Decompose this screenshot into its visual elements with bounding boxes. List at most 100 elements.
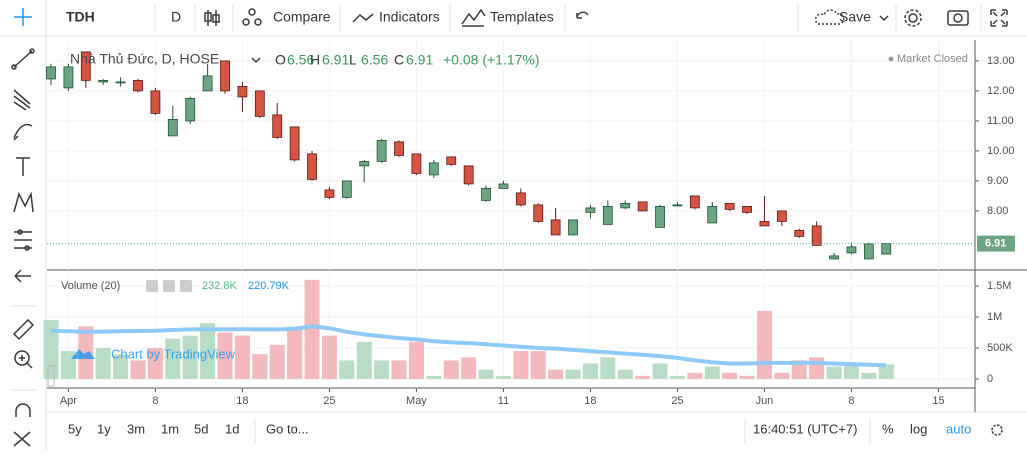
candle-body <box>289 126 300 161</box>
bottom-toolbar <box>0 412 1027 450</box>
x-tick-label: Jun <box>756 395 774 407</box>
status-dot <box>888 56 894 62</box>
volume-bar <box>217 332 233 380</box>
volume-bar <box>461 357 477 380</box>
candle-body <box>254 90 265 117</box>
range-button[interactable]: 5d <box>194 421 208 436</box>
toolbar-button[interactable]: Compare <box>273 9 331 25</box>
candle-body <box>307 153 317 180</box>
x-tick-label: May <box>406 395 427 407</box>
y-tick-label: 13.00 <box>987 55 1015 67</box>
toolbar-button[interactable]: Indicators <box>379 9 440 25</box>
toolbar-items: Compare Indicators Templates <box>273 9 554 25</box>
toolbar-button[interactable]: Templates <box>490 9 554 25</box>
legend: O 6.56H 6.91 L 6.56 C 6.91 +0.08 (+1.17%) <box>275 52 540 68</box>
volume-bar <box>774 372 790 380</box>
volume-bar <box>669 375 685 380</box>
candle-body <box>202 75 213 92</box>
ohlc-label: H <box>310 52 320 68</box>
plot <box>43 40 979 392</box>
x-tick-label: Apr <box>60 395 77 407</box>
scale-option[interactable]: log <box>910 421 927 436</box>
candle-body <box>515 192 526 206</box>
x-tick-label: 11 <box>498 395 509 407</box>
volume-bar <box>600 357 616 380</box>
volume-bar <box>391 360 407 380</box>
range-button[interactable]: 3m <box>127 421 145 436</box>
title-menu[interactable] <box>251 57 261 64</box>
tool-icons[interactable] <box>11 8 35 447</box>
toolbar-icons[interactable] <box>204 8 1008 27</box>
candle-body <box>707 205 718 224</box>
volume-bar <box>495 375 511 380</box>
ohlc-value: 6.91 <box>406 52 433 68</box>
volume-ma-line <box>50 324 887 368</box>
volume-bar <box>513 351 529 380</box>
volume-bar <box>78 326 94 380</box>
candle-body <box>237 86 248 98</box>
settings[interactable] <box>991 424 1003 436</box>
candle-body <box>185 98 196 122</box>
volume-bar <box>321 335 337 380</box>
goto[interactable]: Go to... <box>266 421 309 436</box>
volume-value: 232.8K <box>202 280 238 292</box>
candle-body <box>881 243 892 255</box>
candle-body <box>829 255 839 260</box>
volume-bar <box>687 372 703 380</box>
range-button[interactable]: 1d <box>225 421 239 436</box>
candle-body <box>80 51 91 81</box>
volume-bar <box>582 363 598 380</box>
volume-bar <box>356 341 372 380</box>
candle-body <box>672 204 683 207</box>
candle-body <box>46 66 56 80</box>
change-value: +0.08 (+1.17%) <box>443 52 540 68</box>
volume-bar <box>635 375 651 380</box>
volume-bar <box>147 348 163 380</box>
candle-body <box>150 90 161 114</box>
last-price-label: 6.91 <box>985 238 1006 250</box>
range-button[interactable]: 1y <box>97 421 111 436</box>
candle-body <box>376 139 387 162</box>
scale-option[interactable]: % <box>882 421 894 436</box>
candle-body <box>759 220 770 227</box>
volume-bar <box>843 363 859 380</box>
y-tick-label: 8.00 <box>987 205 1008 217</box>
toolbar-dividers <box>154 4 982 444</box>
save-button[interactable]: Save <box>839 9 871 25</box>
y-tick-label: 11.00 <box>987 115 1014 127</box>
volume-tick-label: 1M <box>987 311 1002 323</box>
volume-controls[interactable] <box>146 280 192 292</box>
x-tick-label: 25 <box>323 395 335 407</box>
ohlc-value: 6.56 <box>361 52 388 68</box>
scale-option[interactable]: auto <box>946 421 971 436</box>
volume-bar <box>113 354 129 380</box>
scroll-handle[interactable] <box>47 365 55 387</box>
watermark: Chart by TradingView <box>111 346 236 361</box>
volume-bar <box>339 360 355 380</box>
y-tick-label: 12.00 <box>987 85 1015 97</box>
volume-bar <box>252 354 268 380</box>
candle-body <box>689 195 700 209</box>
candle-body <box>637 201 648 212</box>
volume-bar <box>426 375 442 380</box>
volume-bar <box>374 360 390 380</box>
volume-bar <box>739 375 755 380</box>
ohlc-label: L <box>349 52 357 68</box>
symbol[interactable]: TDH <box>66 9 95 25</box>
volume-bar <box>165 338 181 380</box>
candle-body <box>620 202 631 209</box>
watermark-logo <box>71 349 95 359</box>
volume-bar <box>878 364 894 380</box>
candle-body <box>863 243 874 260</box>
volume-bar <box>200 323 216 380</box>
range-button[interactable]: 1m <box>161 421 179 436</box>
x-tick-label: 25 <box>671 395 683 407</box>
volume-bar <box>826 366 842 380</box>
candle-body <box>63 66 74 89</box>
bottom-items: 5y 1y 3m 1m 5d 1d% log auto <box>68 421 971 436</box>
volume-bar <box>234 335 250 380</box>
volume-bar <box>43 320 59 380</box>
volume-tick-label: 1.5M <box>987 280 1011 292</box>
interval[interactable]: D <box>171 9 181 25</box>
range-button[interactable]: 5y <box>68 421 82 436</box>
